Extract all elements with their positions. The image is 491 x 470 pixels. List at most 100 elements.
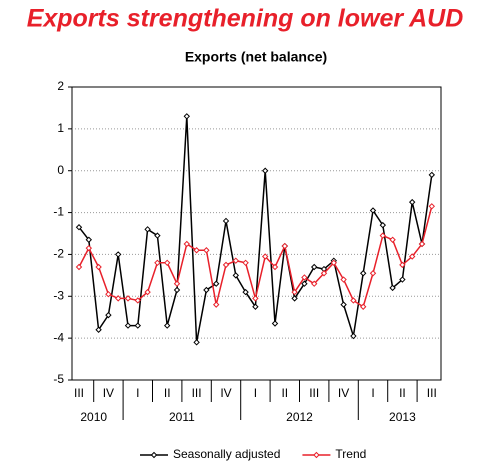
point-marker — [134, 322, 142, 329]
point-marker — [173, 286, 181, 294]
point-marker — [75, 224, 83, 231]
point-marker — [114, 251, 122, 258]
point-marker — [252, 295, 259, 302]
point-marker — [124, 322, 132, 329]
point-marker — [154, 232, 161, 239]
y-tick-label: -4 — [53, 330, 64, 344]
point-marker — [369, 207, 377, 214]
point-marker — [261, 167, 269, 174]
y-tick-label: -1 — [53, 205, 64, 219]
point-marker — [310, 280, 318, 287]
series-line — [78, 206, 433, 308]
x-tick-label: I — [254, 386, 257, 400]
point-marker — [173, 280, 181, 287]
point-marker — [212, 301, 220, 308]
point-marker — [163, 322, 171, 329]
point-marker — [154, 259, 161, 267]
x-tick-label: II — [399, 386, 406, 400]
point-marker — [144, 288, 151, 296]
point-marker — [330, 259, 338, 267]
point-marker — [114, 295, 122, 302]
y-tick-label: 2 — [57, 79, 64, 93]
point-marker — [389, 284, 396, 292]
y-tick-label: -3 — [53, 288, 64, 302]
x-tick-label: III — [192, 386, 202, 400]
point-marker — [428, 203, 436, 210]
point-marker — [389, 236, 396, 243]
point-marker — [350, 332, 357, 340]
year-label: 2011 — [169, 410, 195, 424]
point-marker — [212, 280, 220, 287]
year-label: 2013 — [389, 410, 416, 424]
point-marker — [359, 270, 367, 277]
legend-marker — [150, 451, 158, 459]
x-tick-label: III — [74, 386, 84, 400]
point-marker — [271, 263, 279, 271]
x-tick-label: IV — [103, 386, 114, 400]
y-tick-label: -2 — [53, 247, 64, 261]
point-marker — [291, 288, 298, 296]
point-marker — [95, 263, 102, 271]
point-marker — [350, 297, 357, 304]
point-marker — [75, 263, 83, 271]
point-marker — [242, 259, 249, 267]
point-marker — [408, 253, 416, 260]
chart-subtitle: Exports (net balance) — [185, 49, 327, 65]
point-marker — [85, 236, 93, 243]
x-tick-label: III — [309, 386, 319, 400]
point-marker — [291, 295, 298, 302]
point-marker — [105, 290, 112, 298]
point-marker — [232, 272, 240, 279]
legend-marker — [313, 451, 320, 459]
point-marker — [183, 240, 191, 248]
x-tick-label: I — [371, 386, 374, 400]
y-tick-label: 0 — [57, 163, 64, 177]
point-marker — [310, 263, 318, 271]
point-marker — [271, 320, 279, 327]
point-marker — [379, 232, 387, 239]
point-marker — [359, 303, 367, 310]
point-marker — [144, 226, 151, 233]
point-marker — [193, 339, 200, 346]
point-marker — [369, 270, 377, 277]
point-marker — [428, 171, 436, 179]
year-label: 2012 — [286, 410, 313, 424]
point-marker — [163, 259, 171, 267]
point-marker — [301, 280, 308, 287]
point-marker — [242, 288, 249, 296]
point-marker — [105, 311, 112, 319]
point-marker — [203, 247, 210, 254]
chart-title: Exports strengthening on lower AUD — [27, 5, 464, 33]
x-tick-label: II — [281, 386, 288, 400]
y-tick-label: 1 — [57, 121, 64, 135]
y-tick-label: -5 — [53, 372, 64, 386]
point-marker — [320, 270, 328, 277]
point-marker — [252, 303, 259, 310]
point-marker — [193, 247, 200, 254]
point-marker — [134, 297, 142, 304]
point-marker — [281, 242, 289, 250]
point-marker — [232, 257, 240, 264]
point-marker — [222, 217, 230, 225]
point-marker — [124, 295, 132, 302]
point-marker — [183, 113, 191, 120]
point-marker — [340, 301, 347, 308]
legend-label: Trend — [335, 447, 366, 461]
x-tick-label: I — [136, 386, 139, 400]
x-tick-label: III — [427, 386, 437, 400]
point-marker — [222, 261, 230, 269]
plot-frame — [71, 86, 442, 381]
x-tick-label: IV — [220, 386, 231, 400]
x-tick-label: IV — [338, 386, 349, 400]
point-marker — [399, 261, 406, 269]
point-marker — [418, 240, 426, 248]
point-marker — [203, 286, 210, 294]
year-label: 2010 — [80, 410, 107, 424]
point-marker — [399, 276, 406, 283]
point-marker — [95, 326, 102, 333]
x-tick-label: II — [164, 386, 171, 400]
point-marker — [408, 198, 416, 206]
point-marker — [379, 221, 387, 229]
point-marker — [85, 244, 93, 252]
